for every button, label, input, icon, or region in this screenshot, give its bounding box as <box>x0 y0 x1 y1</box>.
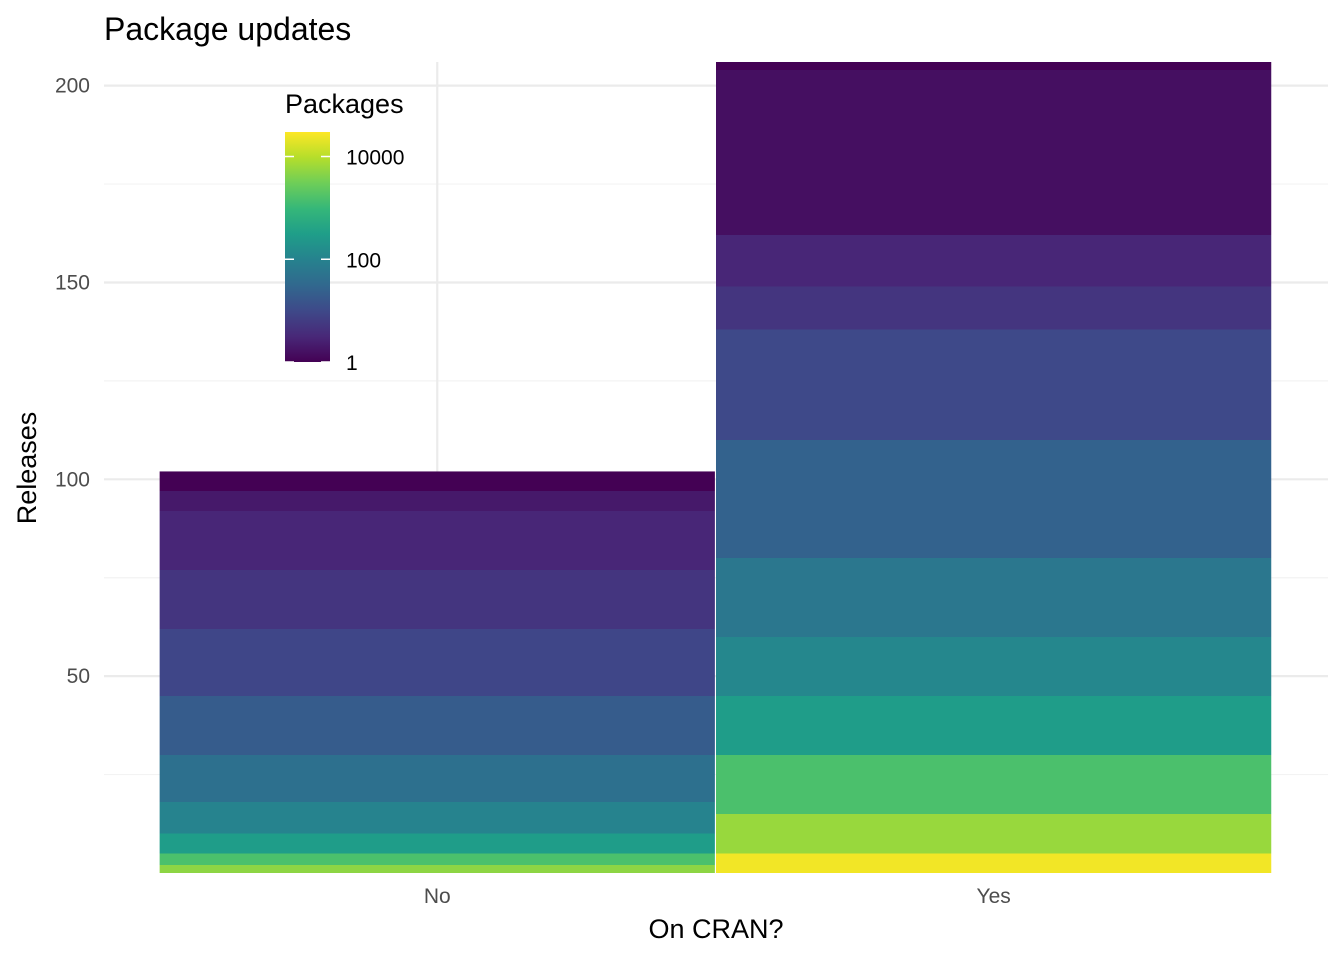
chart-title: Package updates <box>104 11 351 47</box>
bar-yes <box>716 62 1272 873</box>
y-tick-label: 150 <box>55 271 90 294</box>
y-tick-label: 100 <box>55 468 90 491</box>
x-tick-label: No <box>424 885 451 908</box>
legend-tick-label: 1 <box>346 352 358 375</box>
bar-no <box>159 471 715 873</box>
legend: Packages 1 100 10000 <box>285 89 404 375</box>
legend-colorbar <box>285 132 330 362</box>
bars <box>159 62 1272 873</box>
x-axis-title: On CRAN? <box>648 914 783 944</box>
axis-ticks: 50 100 150 200 No Yes <box>55 75 1011 908</box>
x-tick-label: Yes <box>976 885 1010 908</box>
y-tick-label: 50 <box>67 665 90 688</box>
legend-tick-label: 10000 <box>346 147 404 170</box>
legend-tick-label: 100 <box>346 249 381 272</box>
legend-title: Packages <box>285 89 404 119</box>
y-tick-label: 200 <box>55 75 90 98</box>
y-axis-title: Releases <box>12 412 42 525</box>
